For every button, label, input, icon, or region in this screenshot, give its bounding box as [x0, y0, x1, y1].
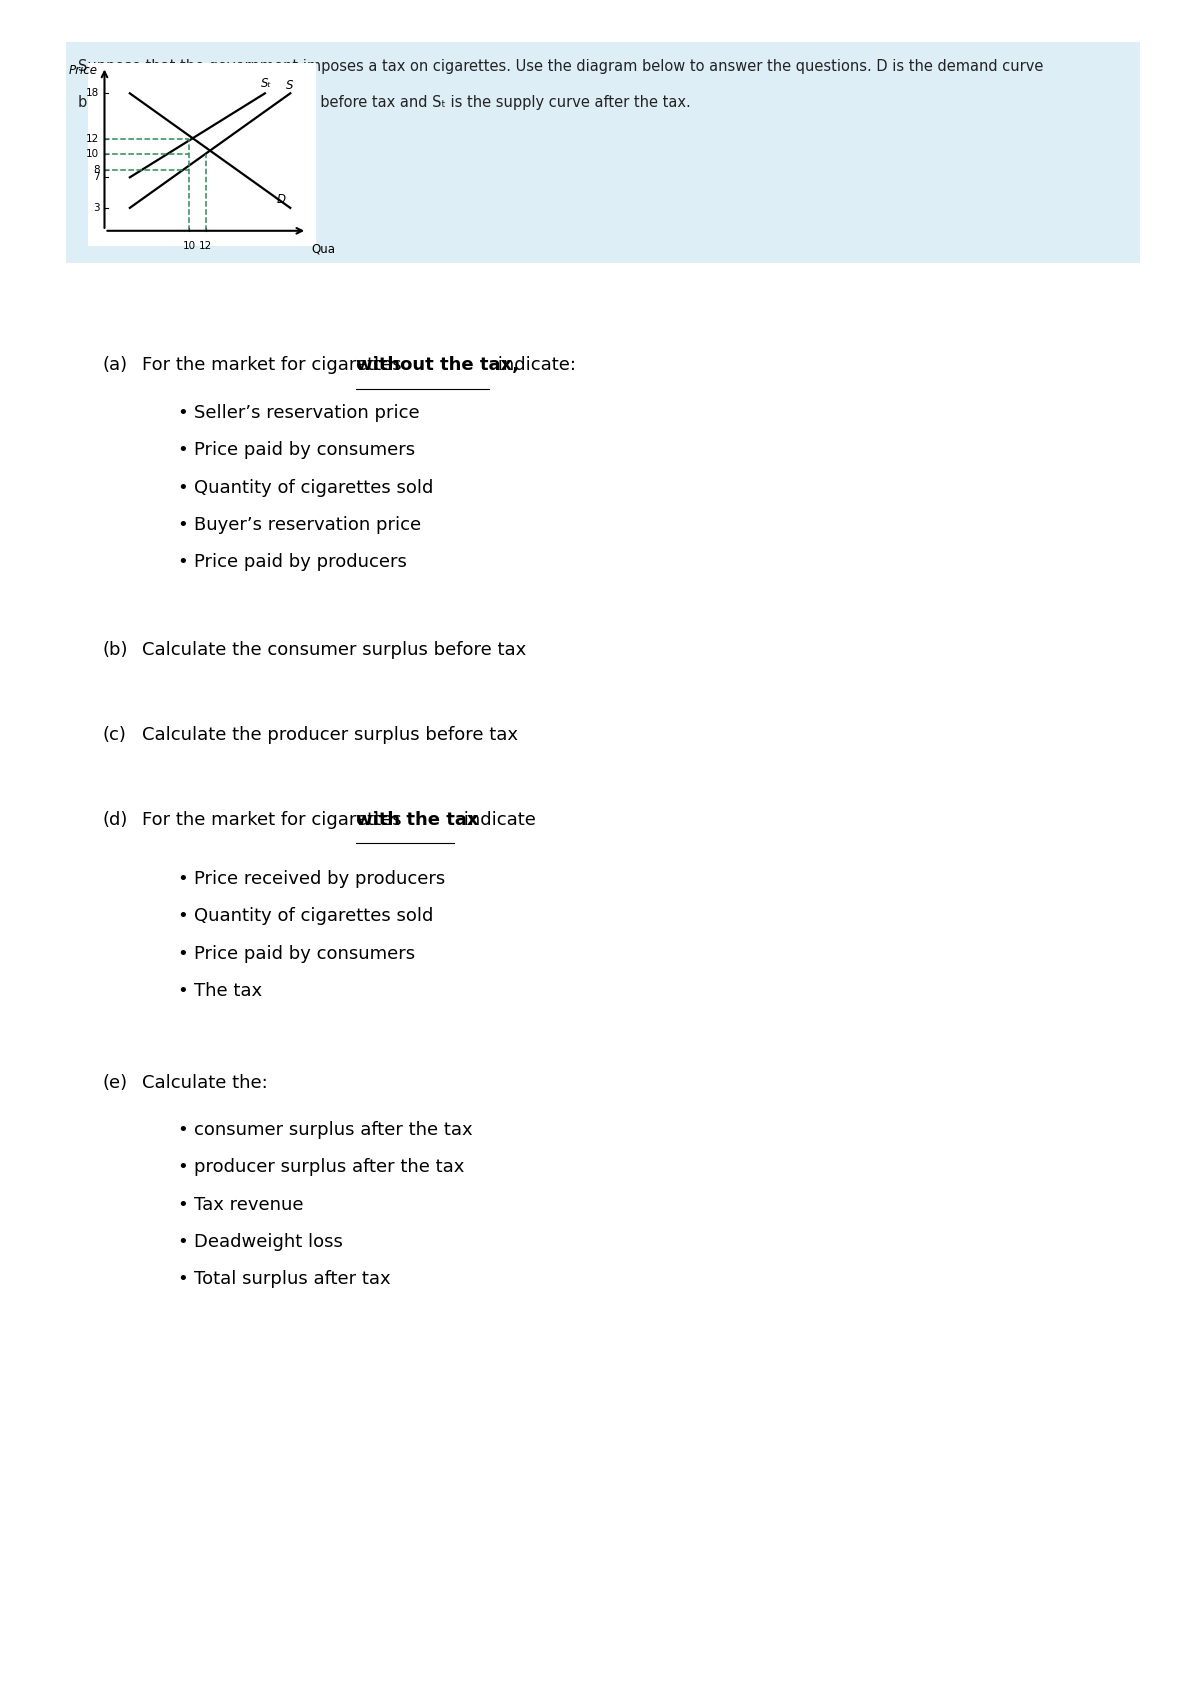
- Text: For the market for cigarettes: For the market for cigarettes: [142, 811, 407, 830]
- Text: Calculate the:: Calculate the:: [142, 1074, 268, 1091]
- Text: Price: Price: [68, 64, 97, 78]
- Text: before tax, S is the supply curve before tax and Sₜ is the supply curve after th: before tax, S is the supply curve before…: [78, 95, 691, 110]
- Text: Price received by producers: Price received by producers: [194, 871, 445, 888]
- Text: •: •: [178, 1159, 188, 1176]
- Text: Sₜ: Sₜ: [260, 76, 271, 90]
- Text: consumer surplus after the tax: consumer surplus after the tax: [194, 1122, 473, 1139]
- Text: (c): (c): [102, 726, 126, 745]
- Text: Calculate the producer surplus before tax: Calculate the producer surplus before ta…: [142, 726, 517, 745]
- Text: 18: 18: [86, 88, 100, 98]
- Text: (a): (a): [102, 356, 127, 375]
- Text: Tax revenue: Tax revenue: [194, 1196, 304, 1213]
- Text: •: •: [178, 945, 188, 962]
- Text: 12: 12: [86, 134, 100, 144]
- Text: Quantity of cigarettes sold: Quantity of cigarettes sold: [194, 908, 433, 925]
- Text: •: •: [178, 1234, 188, 1251]
- Text: D: D: [277, 193, 286, 207]
- Text: Suppose that the government imposes a tax on cigarettes. Use the diagram below t: Suppose that the government imposes a ta…: [78, 59, 1043, 75]
- Text: S: S: [286, 78, 294, 92]
- Text: indicate: indicate: [458, 811, 536, 830]
- Text: •: •: [178, 1196, 188, 1213]
- Text: 7: 7: [92, 173, 100, 182]
- Text: •: •: [178, 983, 188, 1000]
- Text: 10: 10: [86, 149, 100, 160]
- Text: 10: 10: [182, 241, 196, 251]
- Text: (d): (d): [102, 811, 127, 830]
- FancyBboxPatch shape: [66, 42, 1140, 263]
- Text: For the market for cigarettes: For the market for cigarettes: [142, 356, 407, 375]
- Text: Deadweight loss: Deadweight loss: [194, 1234, 343, 1251]
- Text: •: •: [178, 404, 188, 423]
- Text: •: •: [178, 553, 188, 572]
- Text: indicate:: indicate:: [492, 356, 576, 375]
- Text: 3: 3: [92, 204, 100, 212]
- Text: Qua: Qua: [311, 243, 335, 255]
- Text: •: •: [178, 516, 188, 535]
- Text: (b): (b): [102, 641, 127, 660]
- Text: •: •: [178, 908, 188, 925]
- Text: Calculate the consumer surplus before tax: Calculate the consumer surplus before ta…: [142, 641, 526, 660]
- Text: Quantity of cigarettes sold: Quantity of cigarettes sold: [194, 479, 433, 497]
- Text: Buyer’s reservation price: Buyer’s reservation price: [194, 516, 421, 535]
- Text: 8: 8: [92, 165, 100, 175]
- Text: •: •: [178, 871, 188, 888]
- Text: Price paid by producers: Price paid by producers: [194, 553, 407, 572]
- Text: producer surplus after the tax: producer surplus after the tax: [194, 1159, 464, 1176]
- Text: Price paid by consumers: Price paid by consumers: [194, 441, 415, 460]
- Text: with the tax: with the tax: [355, 811, 479, 830]
- Text: The tax: The tax: [194, 983, 263, 1000]
- Text: (e): (e): [102, 1074, 127, 1091]
- Text: without the tax,: without the tax,: [355, 356, 518, 375]
- Text: Total surplus after tax: Total surplus after tax: [194, 1271, 391, 1288]
- Text: 12: 12: [199, 241, 212, 251]
- Text: •: •: [178, 1122, 188, 1139]
- Text: •: •: [178, 479, 188, 497]
- Text: •: •: [178, 441, 188, 460]
- Text: •: •: [178, 1271, 188, 1288]
- Text: Seller’s reservation price: Seller’s reservation price: [194, 404, 420, 423]
- Text: Price paid by consumers: Price paid by consumers: [194, 945, 415, 962]
